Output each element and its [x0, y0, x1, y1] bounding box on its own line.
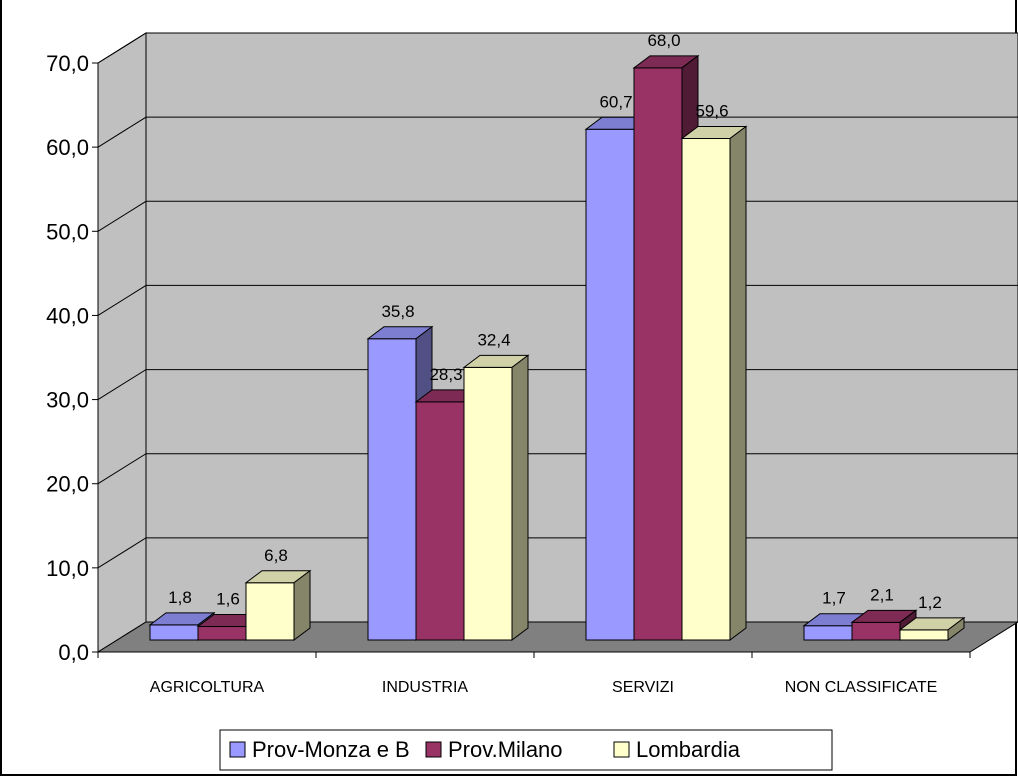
gridline	[97, 116, 1018, 148]
bar-front	[851, 621, 901, 641]
bar-front	[585, 128, 635, 641]
back-wall	[145, 32, 1018, 623]
legend-label: Lombardia	[636, 737, 741, 762]
y-tick-label: 50,0	[46, 219, 89, 244]
x-tick-label: NON CLASSIFICATE	[785, 679, 938, 696]
data-label: 35,8	[381, 302, 414, 321]
data-label: 1,7	[822, 589, 846, 608]
y-tick-label: 10,0	[46, 556, 89, 581]
legend-label: Prov.Milano	[448, 737, 563, 762]
bar-front	[633, 67, 683, 641]
data-label: 6,8	[264, 546, 288, 565]
data-label: 60,7	[599, 92, 632, 111]
data-label: 68,0	[647, 31, 680, 50]
data-label: 1,6	[216, 590, 240, 609]
legend-swatch	[229, 741, 246, 758]
bar-side	[729, 125, 747, 641]
legend-swatch	[613, 741, 630, 758]
bar-side	[947, 616, 965, 641]
bar-front	[367, 338, 417, 641]
y-tick-label: 70,0	[46, 51, 89, 76]
y-tick-label: 40,0	[46, 303, 89, 328]
bar-front	[197, 626, 247, 641]
bar-front	[681, 138, 731, 641]
data-label: 32,4	[477, 330, 510, 349]
legend	[219, 729, 833, 771]
x-tick-label: SERVIZI	[612, 679, 674, 696]
bar-side	[293, 569, 311, 641]
y-tick-label: 0,0	[58, 640, 89, 665]
bar-front	[149, 624, 199, 641]
bar-front	[463, 366, 513, 641]
data-label: 2,1	[870, 585, 894, 604]
data-label: 59,6	[695, 102, 728, 121]
y-tick-label: 60,0	[46, 135, 89, 160]
side-wall	[97, 32, 147, 653]
x-tick-label: INDUSTRIA	[382, 679, 469, 696]
bar-side	[511, 354, 529, 641]
y-tick-label: 20,0	[46, 472, 89, 497]
legend-label: Prov-Monza e B	[252, 737, 410, 762]
bar-front	[899, 629, 949, 641]
bar-front	[415, 401, 465, 641]
bar-front	[245, 582, 295, 641]
legend-swatch	[425, 741, 442, 758]
gridline	[97, 32, 1018, 64]
x-tick-label: AGRICOLTURA	[150, 679, 265, 696]
data-label: 1,2	[918, 593, 942, 612]
data-label: 28,3	[429, 365, 462, 384]
data-label: 1,8	[168, 588, 192, 607]
bar-front	[803, 625, 853, 641]
y-tick-label: 30,0	[46, 388, 89, 413]
